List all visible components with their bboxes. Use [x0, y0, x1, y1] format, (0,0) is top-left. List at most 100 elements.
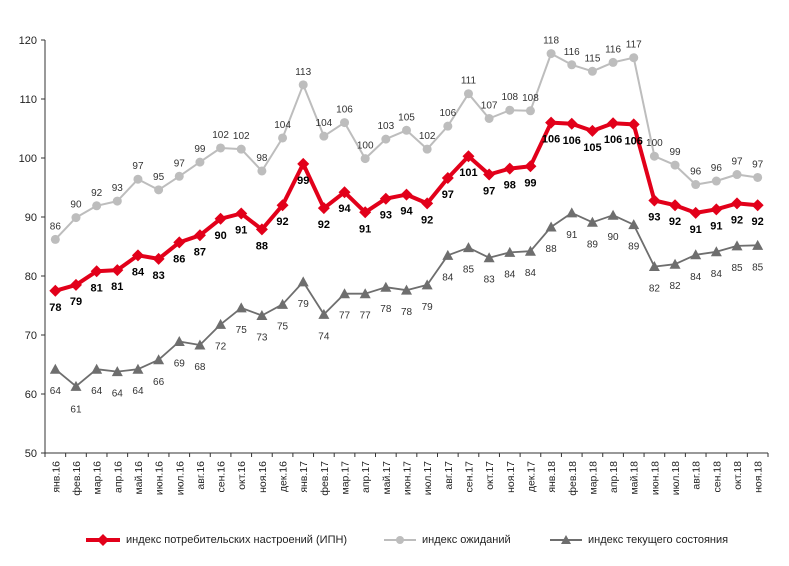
data-label-expect: 115: [584, 53, 600, 64]
point-ipn: [69, 278, 82, 291]
point-expect: [154, 185, 164, 195]
data-label-expect: 116: [605, 44, 621, 55]
data-label-ipn: 98: [504, 180, 516, 192]
x-tick-label: июл.18: [670, 461, 682, 495]
data-label-ipn: 81: [91, 282, 103, 294]
x-tick-label: май.17: [381, 461, 393, 495]
data-label-expect: 95: [153, 172, 165, 183]
x-tick-label: мар.18: [587, 461, 599, 495]
point-expect: [195, 157, 205, 167]
y-tick-label: 60: [25, 389, 37, 401]
data-label-ipn: 106: [604, 134, 622, 146]
y-tick-label: 80: [25, 271, 37, 283]
data-label-expect: 102: [419, 131, 436, 142]
point-ipn: [751, 199, 764, 212]
point-current: [401, 284, 412, 295]
point-current: [194, 339, 206, 350]
data-label-expect: 92: [91, 188, 103, 199]
point-current: [586, 216, 598, 227]
x-tick-label: июн.18: [649, 461, 661, 495]
data-label-ipn: 91: [690, 224, 702, 236]
data-label-expect: 96: [711, 163, 723, 174]
data-label-expect: 113: [295, 67, 311, 78]
x-tick-label: окт.18: [732, 461, 744, 490]
data-label-expect: 118: [543, 36, 559, 47]
data-label-current: 69: [174, 358, 186, 369]
point-ipn: [607, 117, 620, 130]
point-current: [545, 221, 557, 232]
point-ipn: [462, 150, 475, 163]
point-expect: [216, 143, 226, 153]
point-expect: [484, 113, 494, 123]
data-label-current: 64: [91, 386, 103, 397]
data-label-expect: 97: [752, 159, 764, 170]
data-label-ipn: 99: [297, 175, 309, 187]
data-label-expect: 107: [481, 100, 498, 111]
data-label-ipn: 106: [563, 135, 581, 147]
point-current: [669, 258, 681, 269]
point-ipn: [545, 116, 558, 129]
point-expect: [525, 106, 535, 116]
data-label-ipn: 99: [524, 177, 536, 189]
data-label-expect: 97: [174, 158, 186, 169]
point-ipn: [648, 194, 661, 207]
data-label-current: 73: [256, 333, 268, 344]
point-expect: [691, 180, 701, 190]
data-label-current: 85: [752, 262, 764, 273]
point-expect: [319, 131, 329, 141]
point-ipn: [565, 117, 578, 130]
data-label-expect: 102: [233, 131, 250, 142]
point-ipn: [421, 197, 434, 210]
data-label-expect: 116: [564, 47, 580, 58]
data-label-current: 72: [215, 341, 227, 352]
x-tick-label: июн.17: [402, 461, 414, 495]
data-label-expect: 105: [398, 112, 415, 123]
data-label-current: 66: [153, 377, 165, 388]
x-tick-label: июл.17: [422, 461, 434, 495]
point-current: [483, 252, 495, 263]
data-label-expect: 97: [731, 157, 743, 168]
point-ipn: [731, 197, 744, 210]
data-label-ipn: 90: [214, 230, 226, 242]
point-ipn: [276, 199, 289, 212]
point-ipn: [400, 188, 413, 201]
data-label-current: 84: [504, 269, 516, 280]
data-label-expect: 104: [316, 118, 333, 129]
y-tick-label: 110: [19, 94, 37, 106]
data-label-current: 78: [380, 304, 392, 315]
data-label-expect: 117: [626, 40, 642, 51]
x-tick-label: апр.17: [360, 461, 372, 493]
data-label-ipn: 91: [359, 223, 371, 235]
point-current: [111, 366, 123, 377]
point-current: [628, 219, 640, 230]
data-label-expect: 106: [336, 105, 353, 116]
x-tick-label: фев.16: [71, 461, 83, 496]
x-tick-label: дек.17: [525, 461, 537, 492]
point-current: [256, 310, 268, 321]
point-current: [607, 209, 619, 220]
point-expect: [174, 171, 184, 181]
point-ipn: [235, 207, 248, 220]
x-tick-label: окт.17: [484, 461, 496, 490]
point-ipn: [297, 157, 310, 170]
data-label-expect: 86: [50, 221, 62, 232]
data-label-ipn: 92: [276, 216, 288, 228]
x-tick-label: янв.16: [50, 461, 62, 493]
point-current: [235, 302, 247, 313]
x-tick-label: янв.18: [546, 461, 558, 493]
point-ipn: [317, 202, 330, 215]
point-expect: [649, 151, 659, 161]
point-ipn: [483, 168, 496, 181]
data-label-ipn: 86: [173, 253, 185, 265]
point-current: [710, 246, 722, 257]
point-ipn: [627, 118, 640, 131]
data-label-current: 64: [50, 386, 62, 397]
point-expect: [546, 49, 556, 59]
point-ipn: [173, 236, 186, 249]
point-ipn: [338, 186, 351, 199]
legend-swatch-current: [550, 535, 582, 544]
axes: 50 60 70 80 90 100 110 120 янв.16 фев.16 мар.16 апр…: [19, 35, 769, 496]
point-ipn: [111, 264, 124, 277]
data-label-current: 84: [525, 268, 537, 279]
